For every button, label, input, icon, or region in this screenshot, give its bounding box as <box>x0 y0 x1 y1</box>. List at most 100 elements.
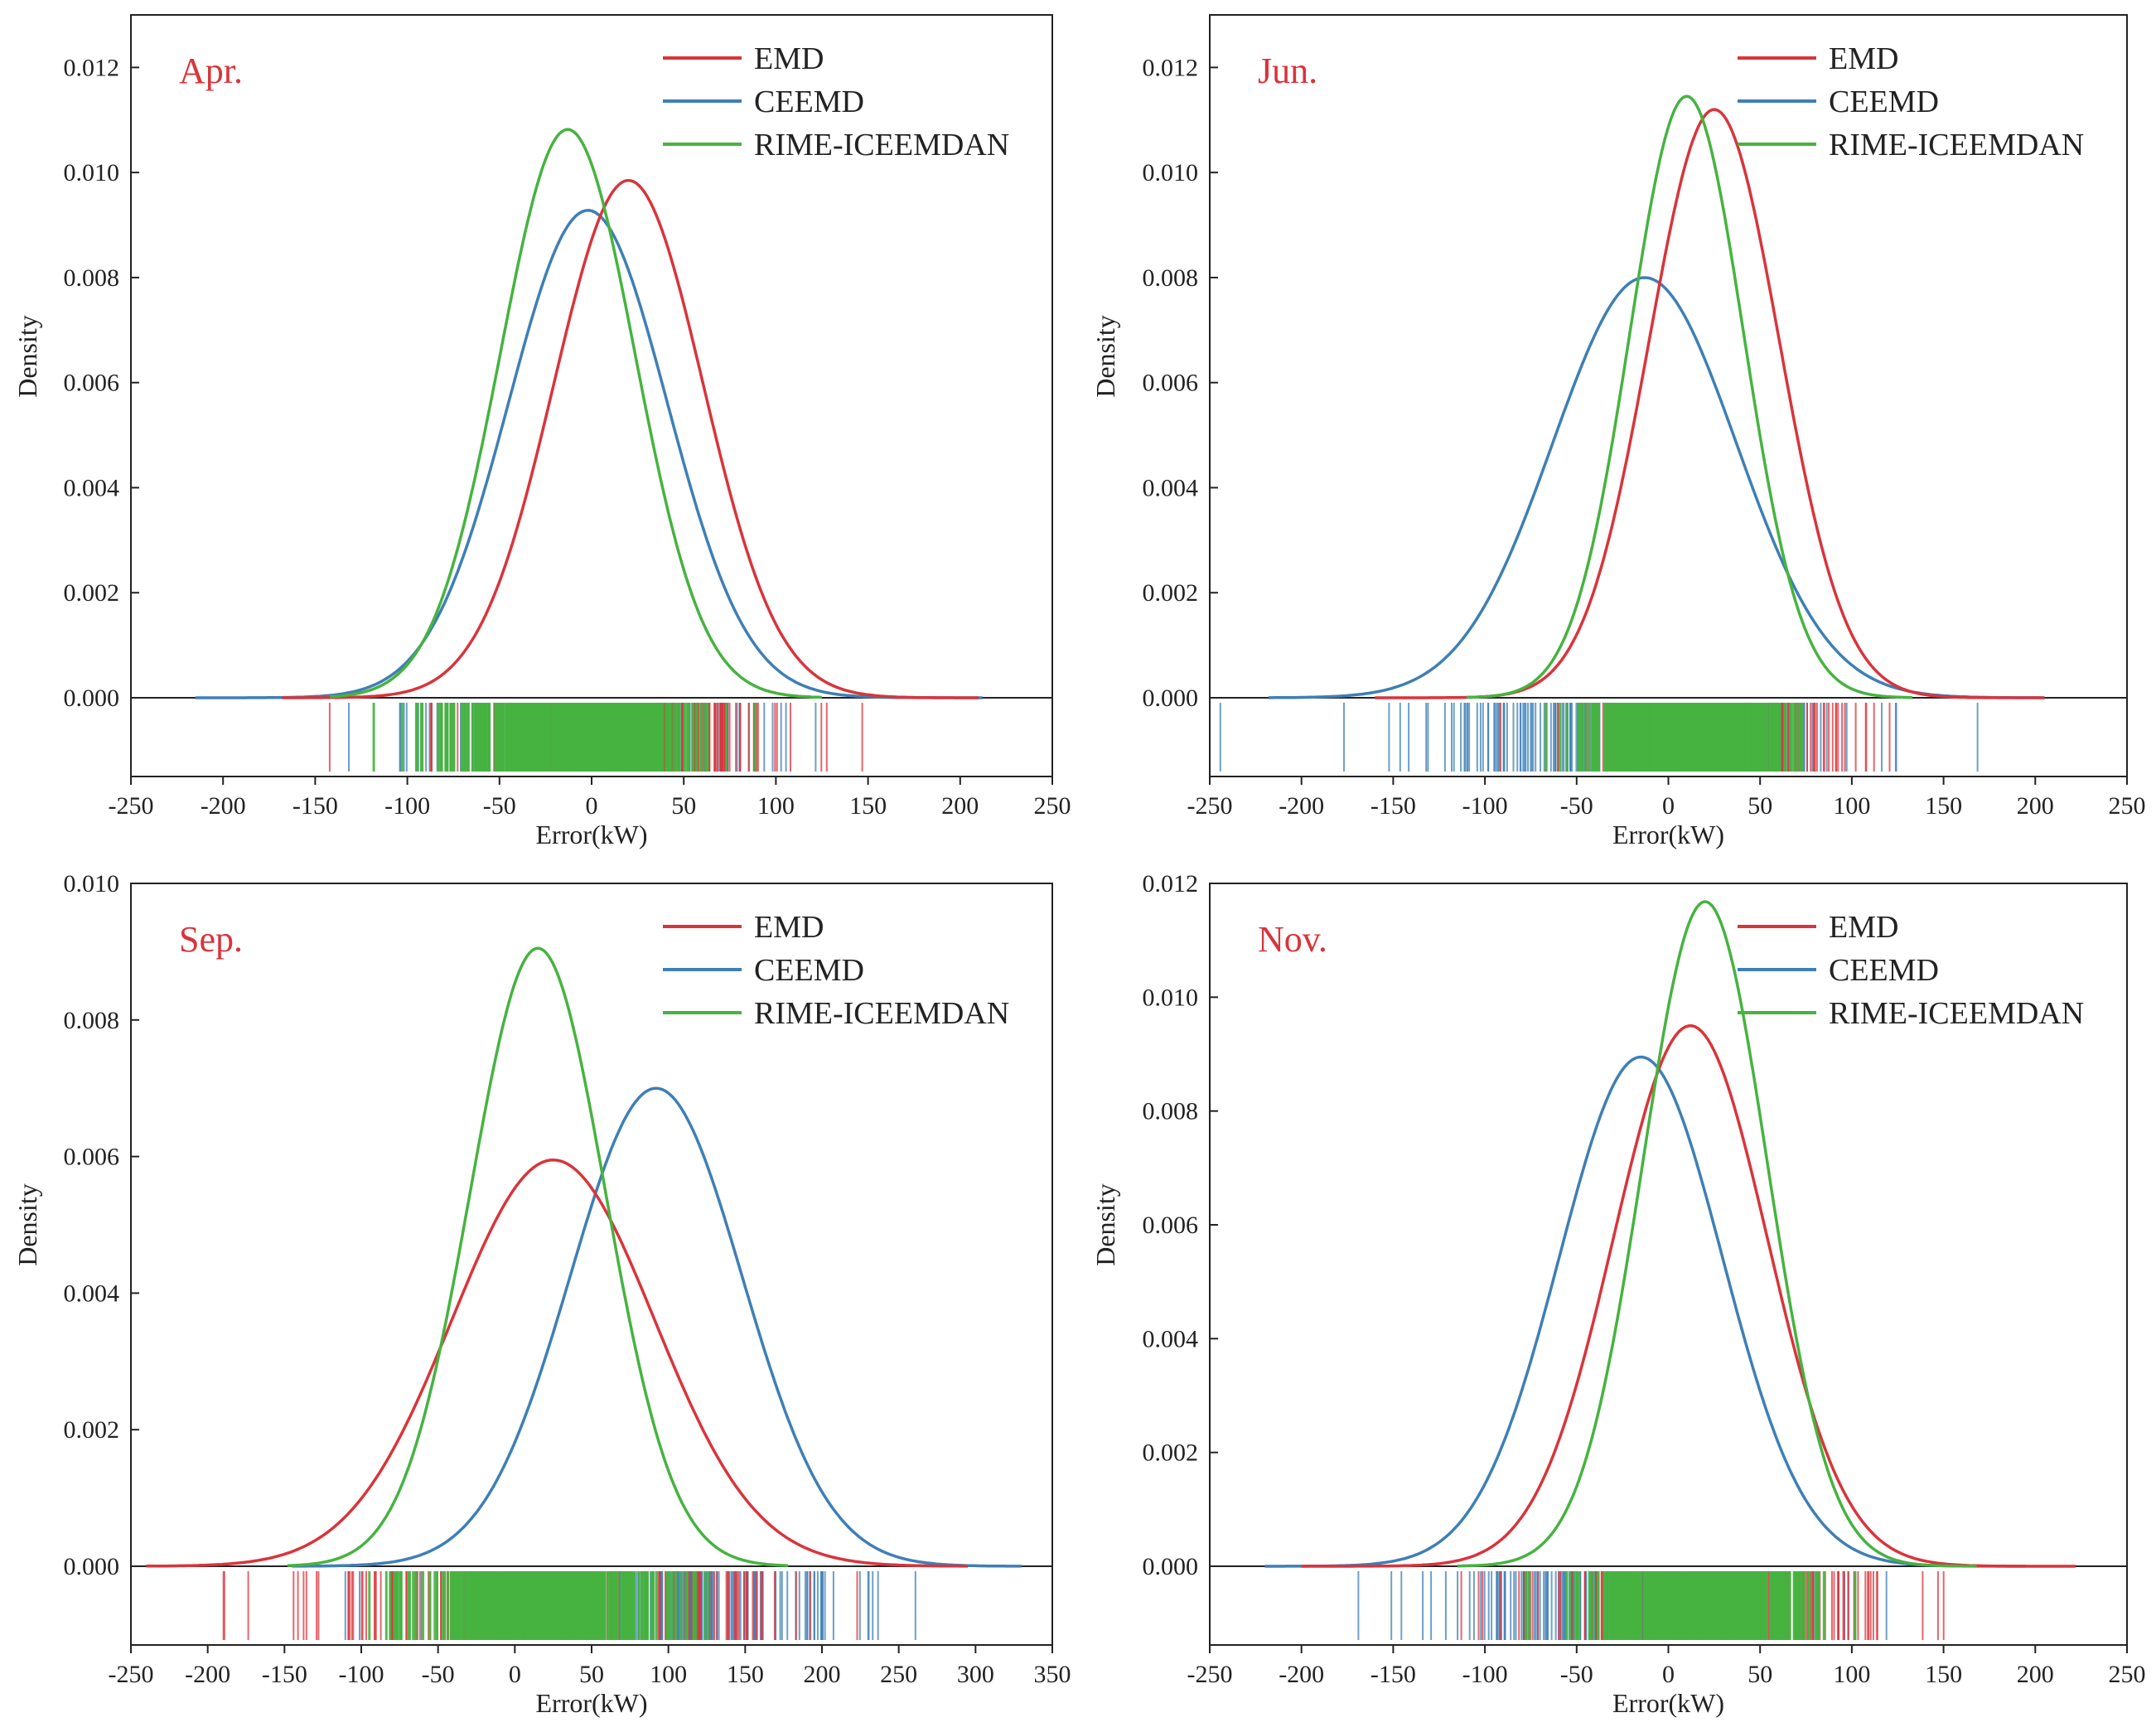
y-tick-label: 0.004 <box>64 1280 120 1307</box>
legend-item: RIME-ICEEMDAN <box>1738 128 2084 162</box>
x-tick-label: 200 <box>941 792 979 820</box>
y-tick-label: 0.010 <box>64 870 120 897</box>
legend-label: EMD <box>754 41 824 76</box>
legend-item: CEEMD <box>1738 953 1939 988</box>
x-tick-label: -250 <box>109 1661 154 1688</box>
y-tick-label: 0.010 <box>1143 159 1199 186</box>
y-tick-label: 0.012 <box>1143 54 1199 81</box>
x-tick-label: 200 <box>2017 792 2054 820</box>
x-tick-label: -50 <box>1560 792 1593 820</box>
x-tick-label: 0 <box>1662 1661 1675 1688</box>
legend-item: RIME-ICEEMDAN <box>663 996 1009 1031</box>
y-tick-label: 0.008 <box>1143 1098 1199 1125</box>
x-tick-label: 150 <box>727 1661 764 1688</box>
x-tick-label: 250 <box>1034 792 1071 820</box>
rug-plot <box>328 703 863 772</box>
density-curve-ceemd <box>1264 1055 2027 1568</box>
x-tick-label: -200 <box>185 1661 230 1688</box>
chart-panel-top-left: 0.000 0.002 0.004 0.006 0.008 0.010 0.012 -250 -… <box>12 14 1071 849</box>
y-tick-label: 0.004 <box>64 474 120 501</box>
legend-label: CEEMD <box>1829 85 1939 119</box>
density-curve-emd <box>282 178 979 699</box>
y-tick-label: 0.000 <box>64 685 120 712</box>
x-tick-label: -250 <box>1187 1661 1233 1688</box>
month-label: Jun. <box>1258 51 1317 91</box>
x-tick-label: -150 <box>262 1661 307 1688</box>
legend-label: EMD <box>1829 910 1898 945</box>
y-tick-label: 0.006 <box>64 1144 120 1171</box>
density-curve-emd <box>1301 1024 2076 1568</box>
y-tick-label: 0.006 <box>64 370 120 397</box>
y-tick-label: 0.004 <box>1143 1325 1199 1352</box>
month-label: Sep. <box>179 919 243 960</box>
x-tick-label: 350 <box>1034 1661 1071 1688</box>
x-tick-label: -150 <box>1370 792 1416 820</box>
x-tick-label: -200 <box>201 792 246 820</box>
x-tick-label: 100 <box>757 792 795 820</box>
x-tick-label: 100 <box>650 1661 687 1688</box>
y-tick-label: 0.004 <box>1143 474 1199 501</box>
x-tick-label: 0 <box>1662 792 1675 820</box>
x-tick-label: 150 <box>1925 1661 1962 1688</box>
x-tick-label: -250 <box>109 792 154 820</box>
x-tick-label: -200 <box>1279 1661 1324 1688</box>
x-tick-label: -100 <box>1462 792 1508 820</box>
y-axis-label: Density <box>1090 1183 1120 1266</box>
y-tick-label: 0.000 <box>1143 685 1199 712</box>
y-tick-label: 0.012 <box>1143 870 1199 897</box>
legend-item: EMD <box>1738 41 1898 76</box>
month-label: Nov. <box>1258 919 1327 960</box>
legend-item: EMD <box>663 910 824 945</box>
legend-label: EMD <box>1829 41 1898 76</box>
x-tick-label: 0 <box>586 792 598 820</box>
legend-label: RIME-ICEEMDAN <box>1829 996 2084 1031</box>
legend-item: CEEMD <box>663 953 864 988</box>
x-tick-label: -50 <box>483 792 516 820</box>
legend-item: CEEMD <box>1738 85 1939 119</box>
x-tick-label: 250 <box>2109 792 2146 820</box>
x-tick-label: -150 <box>1370 1661 1416 1688</box>
y-tick-label: 0.002 <box>1143 1439 1199 1467</box>
x-tick-label: -100 <box>339 1661 384 1688</box>
y-tick-label: 0.000 <box>64 1553 120 1580</box>
legend-item: EMD <box>663 41 824 76</box>
y-tick-label: 0.002 <box>64 579 120 607</box>
x-tick-label: 50 <box>1748 792 1772 820</box>
x-tick-label: -200 <box>1279 792 1324 820</box>
density-curve-emd <box>1375 108 2045 699</box>
rug-plot <box>222 1571 916 1640</box>
x-axis-label: Error(kW) <box>535 1688 647 1718</box>
legend-item: CEEMD <box>663 85 864 119</box>
chart-panel-bottom-right: 0.000 0.002 0.004 0.006 0.008 0.010 0.012 -250 -… <box>1090 870 2146 1718</box>
rug-plot <box>1357 1571 1945 1640</box>
legend-label: CEEMD <box>1829 953 1939 988</box>
x-axis-label: Error(kW) <box>535 820 647 849</box>
y-tick-label: 0.000 <box>1143 1553 1199 1580</box>
y-tick-label: 0.002 <box>64 1416 120 1444</box>
x-tick-label: -100 <box>384 792 430 820</box>
x-axis-label: Error(kW) <box>1612 820 1724 849</box>
x-tick-label: 100 <box>1833 792 1870 820</box>
x-tick-label: 100 <box>1833 1661 1870 1688</box>
x-tick-label: 250 <box>2109 1661 2146 1688</box>
density-curve-rime-iceemdan <box>330 128 823 699</box>
y-axis-label: Density <box>12 1183 42 1266</box>
density-curve-emd <box>146 1158 969 1568</box>
x-tick-label: -250 <box>1187 792 1233 820</box>
y-tick-label: 0.010 <box>1143 984 1199 1011</box>
x-tick-label: 50 <box>579 1661 604 1688</box>
x-tick-label: -50 <box>422 1661 455 1688</box>
x-tick-label: 0 <box>509 1661 521 1688</box>
month-label: Apr. <box>179 51 243 91</box>
x-tick-label: 250 <box>880 1661 917 1688</box>
x-tick-label: 50 <box>1748 1661 1772 1688</box>
y-tick-label: 0.008 <box>64 1007 120 1034</box>
legend-item: EMD <box>1738 910 1898 945</box>
x-tick-label: 200 <box>2017 1661 2054 1688</box>
x-tick-label: 50 <box>671 792 696 820</box>
legend-label: EMD <box>754 910 824 945</box>
density-curve-ceemd <box>292 1086 1022 1568</box>
x-tick-label: 200 <box>804 1661 841 1688</box>
x-tick-label: 300 <box>957 1661 994 1688</box>
y-tick-label: 0.008 <box>64 264 120 292</box>
